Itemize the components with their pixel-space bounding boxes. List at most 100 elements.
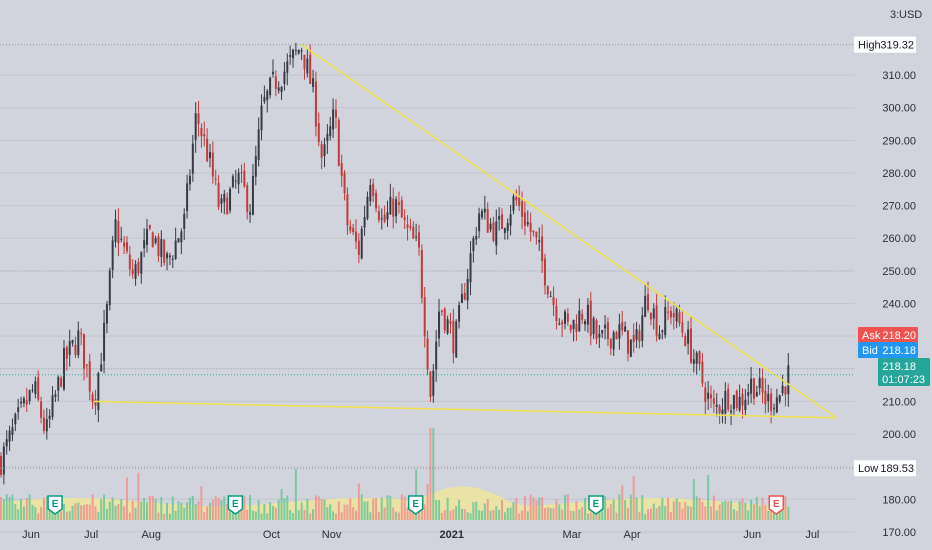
volume-bar: [655, 508, 658, 520]
candle-body: [45, 419, 48, 432]
candle-body: [65, 347, 68, 359]
price-axis-top-label: 3:: [890, 9, 899, 21]
volume-bar: [644, 513, 647, 520]
candle-body: [154, 238, 157, 243]
volume-bar: [68, 511, 71, 520]
volume-bar: [283, 498, 286, 520]
candle-body: [283, 71, 286, 84]
last-price-bg: [878, 358, 930, 386]
candle-body: [103, 322, 106, 361]
volume-bar: [197, 501, 200, 520]
volume-bar: [97, 511, 100, 520]
candle-body: [269, 77, 272, 96]
candle-body: [131, 269, 134, 275]
volume-bar: [128, 512, 131, 520]
earnings-marker-icon: [407, 495, 424, 515]
volume-bar: [566, 494, 569, 520]
volume-bar: [214, 496, 217, 520]
candle-body: [88, 361, 91, 392]
volume-bar: [770, 506, 773, 520]
ask-label-bg: [858, 327, 918, 343]
volume-bar: [632, 476, 635, 520]
candle-body: [558, 323, 561, 325]
candle-body: [695, 352, 698, 364]
volume-bar: [495, 506, 498, 520]
candle-body: [750, 378, 753, 394]
volume-bar: [689, 506, 692, 520]
last-price-value: 218.18: [882, 361, 916, 373]
volume-bar: [498, 509, 501, 520]
candle-body: [406, 224, 409, 228]
volume-bar: [787, 506, 790, 520]
volume-bar: [334, 513, 337, 520]
candle-body: [684, 335, 687, 346]
candle-body: [704, 387, 707, 402]
candle-body: [586, 304, 589, 325]
candle-body: [34, 381, 37, 394]
candle-body: [120, 238, 123, 240]
candle-body: [503, 228, 506, 233]
candle-body: [380, 218, 383, 220]
candle-body: [443, 308, 446, 331]
volume-bar: [687, 506, 690, 520]
earnings-marker-icon: [227, 495, 244, 515]
volume-bar: [604, 496, 607, 520]
candle-body: [334, 109, 337, 118]
price-axis-tick: 290.00: [882, 135, 916, 147]
volume-bar: [246, 509, 249, 520]
candle-body: [681, 322, 684, 333]
candle-body: [521, 201, 524, 217]
volume-bar: [309, 513, 312, 520]
volume-bar: [389, 496, 392, 520]
price-axis-tick: 180.00: [882, 494, 916, 506]
volume-bar: [217, 498, 220, 520]
volume-bar: [83, 504, 86, 520]
candle-body: [784, 386, 787, 395]
candle-body: [220, 198, 223, 204]
candle-body: [747, 392, 750, 396]
volume-bar: [626, 507, 629, 520]
volume-bar: [377, 511, 380, 520]
last-price-countdown: 01:07:23: [882, 374, 925, 386]
trendline-descending-resistance: [301, 44, 837, 419]
candle-body: [489, 223, 492, 230]
volume-bar: [621, 485, 624, 520]
volume-bar: [294, 469, 297, 520]
candle-body: [480, 210, 483, 218]
candle-body: [644, 295, 647, 317]
volume-bar: [509, 507, 512, 520]
candle-body: [526, 222, 529, 225]
candle-body: [343, 172, 346, 194]
volume-bar: [704, 506, 707, 520]
candle-body: [440, 310, 443, 312]
candle-body: [217, 182, 220, 207]
earnings-marker-label: E: [232, 499, 239, 510]
volume-bar: [561, 509, 564, 520]
candle-body: [62, 348, 65, 390]
volume-bar: [171, 496, 174, 520]
volume-bar: [183, 507, 186, 520]
volume-bar: [88, 504, 91, 520]
volume-bar: [25, 497, 28, 520]
volume-bar: [332, 511, 335, 520]
candle-body: [664, 307, 667, 336]
volume-bar: [612, 499, 615, 520]
earnings-marker-label: E: [412, 499, 419, 510]
candle-body: [128, 254, 131, 270]
candle-body: [146, 228, 149, 245]
volume-bar: [629, 494, 632, 520]
volume-bar: [105, 508, 108, 520]
volume-bar: [523, 495, 526, 520]
volume-bar: [584, 497, 587, 520]
volume-bar: [117, 504, 120, 520]
candle-body: [168, 255, 171, 258]
volume-bar: [28, 494, 31, 520]
volume-bar: [392, 507, 395, 520]
volume-bar: [94, 506, 97, 520]
candle-body: [397, 202, 400, 205]
volume-bar: [20, 499, 23, 520]
candle-body: [289, 54, 292, 57]
candle-body: [123, 242, 126, 247]
